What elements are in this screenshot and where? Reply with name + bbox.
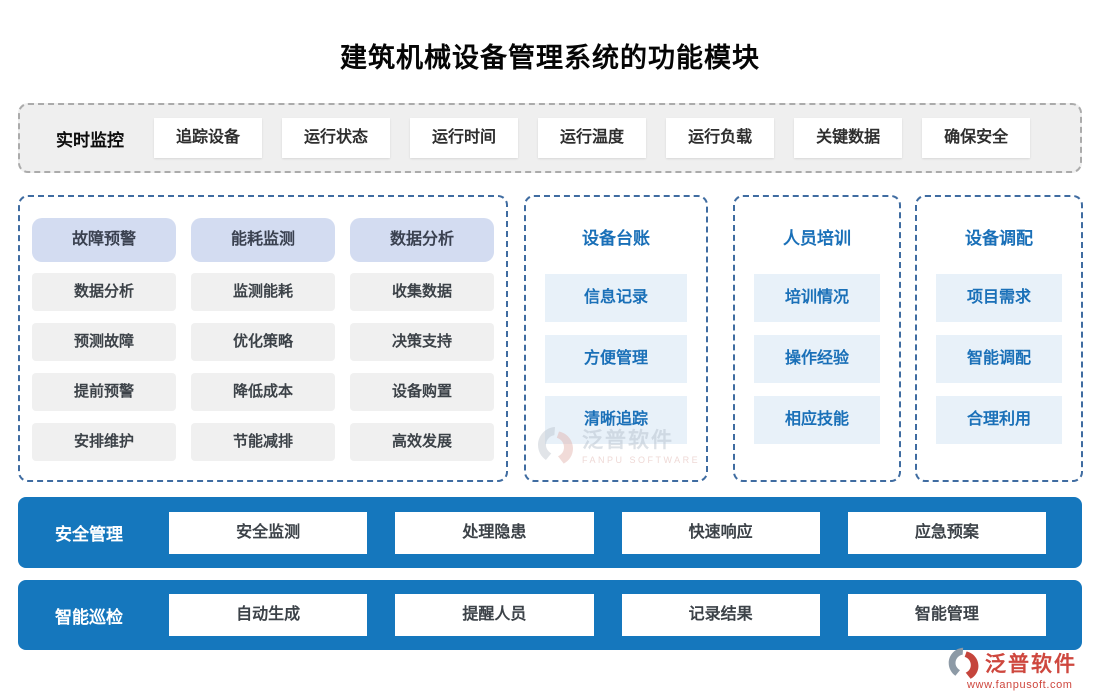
monitor-item-key-data: 关键数据: [794, 118, 903, 158]
realtime-monitor-label: 实时监控: [56, 130, 124, 150]
matrix-header-fault-warning: 故障预警: [32, 218, 176, 262]
matrix-item: 监测能耗: [191, 273, 335, 311]
monitor-item-running-temperature: 运行温度: [538, 118, 647, 158]
bar-item-remind-personnel: 提醒人员: [395, 594, 594, 636]
list-item: 合理利用: [936, 396, 1062, 444]
panel-equipment-ledger: 设备台账 信息记录 方便管理 清晰追踪: [524, 195, 708, 482]
panel-header-personnel-training: 人员培训: [783, 229, 851, 248]
matrix-column-fault-warning: 故障预警 数据分析 预测故障 提前预警 安排维护: [32, 218, 176, 473]
safety-management-bar: 安全管理 安全监测 处理隐患 快速响应 应急预案: [18, 497, 1082, 568]
bar-item-auto-generate: 自动生成: [169, 594, 368, 636]
matrix-item: 数据分析: [32, 273, 176, 311]
panel-header-equipment-dispatch: 设备调配: [965, 229, 1033, 248]
safety-management-label: 安全管理: [55, 525, 123, 544]
matrix-panel: 故障预警 数据分析 预测故障 提前预警 安排维护 能耗监测 监测能耗 优化策略 …: [18, 195, 508, 482]
list-item: 方便管理: [545, 335, 687, 383]
list-item: 项目需求: [936, 274, 1062, 322]
matrix-item: 提前预警: [32, 373, 176, 411]
bar-item-smart-management: 智能管理: [847, 594, 1046, 636]
matrix-item: 安排维护: [32, 423, 176, 461]
monitor-item-ensure-safety: 确保安全: [922, 118, 1031, 158]
page-title: 建筑机械设备管理系统的功能模块: [340, 43, 760, 73]
panel-equipment-dispatch: 设备调配 项目需求 智能调配 合理利用: [915, 195, 1083, 482]
list-item: 培训情况: [754, 274, 880, 322]
monitor-item-running-load: 运行负载: [666, 118, 775, 158]
matrix-item: 高效发展: [350, 423, 494, 461]
monitor-item-running-status: 运行状态: [282, 118, 391, 158]
matrix-header-data-analysis: 数据分析: [350, 218, 494, 262]
matrix-item: 节能减排: [191, 423, 335, 461]
bar-item-safety-monitoring: 安全监测: [169, 511, 368, 554]
matrix-item: 预测故障: [32, 323, 176, 361]
matrix-item: 决策支持: [350, 323, 494, 361]
matrix-item: 设备购置: [350, 373, 494, 411]
list-item: 操作经验: [754, 335, 880, 383]
matrix-item: 收集数据: [350, 273, 494, 311]
list-item: 智能调配: [936, 335, 1062, 383]
monitor-item-running-time: 运行时间: [410, 118, 519, 158]
list-item: 信息记录: [545, 274, 687, 322]
list-item: 相应技能: [754, 396, 880, 444]
smart-inspection-bar: 智能巡检 自动生成 提醒人员 记录结果 智能管理: [18, 580, 1082, 650]
fanpu-logo-icon: [947, 646, 981, 680]
matrix-item: 优化策略: [191, 323, 335, 361]
bar-item-emergency-plan: 应急预案: [847, 511, 1046, 554]
bar-item-handle-hazards: 处理隐患: [395, 511, 594, 554]
matrix-header-energy-monitoring: 能耗监测: [191, 218, 335, 262]
smart-inspection-label: 智能巡检: [55, 607, 123, 627]
panel-personnel-training: 人员培训 培训情况 操作经验 相应技能: [733, 195, 901, 482]
corner-watermark: 泛普软件 www.fanpusoft.com: [947, 646, 1077, 691]
brand-url-text: www.fanpusoft.com: [967, 679, 1073, 691]
brand-name-text: 泛普软件: [985, 653, 1077, 676]
bar-item-record-results: 记录结果: [621, 594, 820, 636]
matrix-item: 降低成本: [191, 373, 335, 411]
realtime-monitor-panel: 实时监控 追踪设备 运行状态 运行时间 运行温度 运行负载 关键数据 确保安全: [18, 103, 1082, 173]
bar-item-quick-response: 快速响应: [621, 511, 820, 554]
matrix-column-data-analysis: 数据分析 收集数据 决策支持 设备购置 高效发展: [350, 218, 494, 473]
list-item: 清晰追踪: [545, 396, 687, 444]
panel-header-equipment-ledger: 设备台账: [582, 229, 650, 248]
matrix-column-energy-monitoring: 能耗监测 监测能耗 优化策略 降低成本 节能减排: [191, 218, 335, 473]
monitor-item-track-equipment: 追踪设备: [154, 118, 263, 158]
